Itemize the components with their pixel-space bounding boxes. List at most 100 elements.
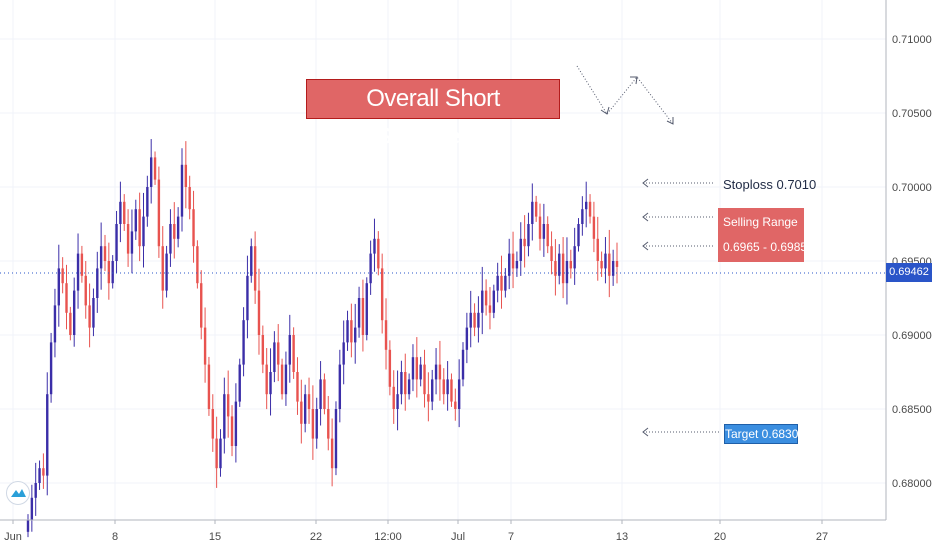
candle [396,370,399,431]
candle [373,218,376,272]
candle [61,257,64,294]
candle [42,453,45,489]
candle [508,238,511,290]
candle [446,361,449,411]
candle [388,340,392,396]
candle [192,190,195,263]
candle [146,175,149,227]
candle [292,327,295,379]
tradingview-logo-icon[interactable] [6,481,30,505]
candle [573,227,576,285]
candle [369,240,372,295]
candle [180,148,184,232]
candle [196,240,199,289]
candle [296,357,299,415]
candle [65,264,68,330]
candle [615,242,619,284]
candle [284,351,288,406]
candle [226,370,230,438]
candle [558,244,561,285]
candle [581,196,584,236]
annotation-lines [576,65,720,437]
candle [303,384,307,433]
candle [323,373,326,415]
candle [338,349,342,423]
candle [261,325,265,374]
candle [126,209,130,267]
candle [569,249,573,279]
x-tick-label: 15 [209,531,221,543]
x-tick-label: 7 [508,531,514,543]
candle [76,233,80,309]
candle [165,245,168,298]
candle [215,416,218,488]
y-tick-label: 0.68500 [892,404,932,416]
candle [504,268,507,298]
candle [354,303,357,364]
candle [111,255,114,289]
candle [130,209,134,274]
candle [211,394,214,452]
candle [238,358,241,407]
candle [115,210,118,273]
candle [119,181,122,243]
candle [173,202,176,259]
candle [411,344,415,392]
candle [153,151,157,185]
candle [149,139,153,204]
candle [96,251,99,313]
candle [88,283,91,348]
candle [434,348,438,395]
candle [207,356,211,416]
candle [477,296,480,343]
candle [392,370,395,424]
candle [565,237,569,305]
selling-range-title: Selling Range [723,215,798,229]
candle [107,242,111,300]
candle [365,277,368,341]
candle [469,290,472,348]
candle [157,166,161,258]
candle [273,331,276,383]
candle [277,324,280,382]
candle [427,372,430,422]
price-axis[interactable]: 0.710000.705000.700000.695000.690000.685… [892,34,932,490]
candle [234,383,238,463]
candle [203,307,207,383]
candle [230,405,234,457]
candle [134,199,137,240]
candle [257,268,261,355]
candle [404,353,407,411]
time-axis[interactable]: Jun 8 15 22 12:00 Jul 7 13 20 27 [4,520,828,543]
candle [72,277,76,347]
candle [527,212,530,257]
dotted-arrow [642,178,715,188]
y-tick-label: 0.70000 [892,182,932,194]
candle [454,388,457,421]
candle [138,192,141,262]
candle [92,288,95,337]
candle [57,244,60,327]
candle [384,298,388,370]
candle [142,192,145,268]
candle [38,460,41,490]
candle [534,195,538,222]
candle [223,377,226,454]
candle [346,310,349,351]
candle [80,245,84,283]
candle [300,379,303,444]
candle [315,397,318,449]
candle [184,141,188,209]
candle [415,337,419,398]
projection-path [576,65,674,125]
stoploss-label: Stoploss 0.7010 [723,177,817,192]
x-tick-label: 13 [616,531,628,543]
candle [400,360,403,405]
candle [450,373,453,407]
dotted-arrow [642,241,715,251]
candle [53,288,57,358]
candle [500,255,503,309]
candle [46,372,49,496]
candle [265,348,268,410]
candle [438,340,442,401]
